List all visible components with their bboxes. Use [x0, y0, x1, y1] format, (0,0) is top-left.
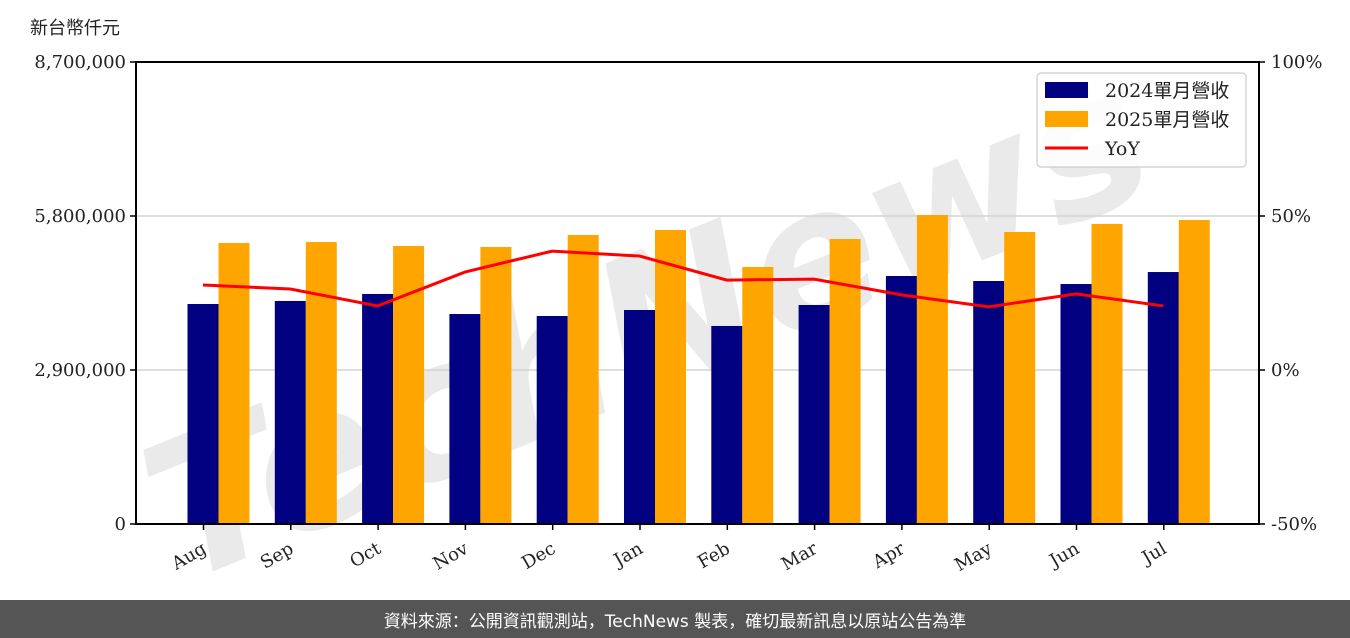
bar-2024單月營收-Jun [1060, 284, 1092, 524]
x-tick-label: Mar [778, 538, 822, 575]
revenue-chart: TechNews02,900,0005,800,0008,700,000-50%… [34, 24, 1322, 600]
bar-2024單月營收-Jul [1147, 272, 1179, 524]
legend-label: 2024單月營收 [1105, 80, 1229, 102]
bar-2024單月營收-May [973, 280, 1005, 524]
bar-2024單月營收-Oct [362, 293, 394, 524]
yoy-line [202, 249, 1164, 309]
bar-2024單月營收-Mar [798, 305, 830, 524]
bar-2025單月營收-Oct [393, 246, 425, 524]
x-tick-label: Jul [1137, 538, 1171, 570]
y2-tick-label: 0% [1271, 360, 1300, 381]
legend: 2024單月營收 2025單月營收 YoY [1036, 72, 1247, 168]
legend-box [1036, 72, 1247, 168]
x-tick-label: Jan [609, 538, 647, 572]
bar-2024單月營收-Dec [536, 315, 568, 524]
bar-2025單月營收-Apr [916, 214, 948, 524]
legend-swatch [1045, 111, 1088, 127]
y-tick-label: 8,700,000 [34, 52, 126, 73]
y-tick-label: 2,900,000 [34, 360, 126, 381]
bar-2025單月營收-Feb [742, 266, 774, 524]
bar-2024單月營收-Jan [624, 309, 655, 524]
x-tick-label: Feb [694, 538, 734, 573]
plot-frame [135, 61, 1260, 525]
bar-2025單月營收-Dec [567, 235, 599, 524]
bar-2024單月營收-Sep [274, 300, 306, 524]
bar-2025單月營收-Jun [1091, 223, 1123, 524]
bar-2024單月營收-Aug [187, 303, 219, 524]
source-footer: 資料來源：公開資訊觀測站，TechNews 製表，確切最新訊息以原站公告為準 [0, 600, 1350, 638]
y2-tick-label: 100% [1271, 52, 1322, 73]
x-tick-label: Jun [1044, 538, 1083, 573]
y-axis-unit-label: 新台幣仟元 [30, 18, 120, 39]
bar-2024單月營收-Apr [885, 276, 917, 524]
bar-2025單月營收-Jan [655, 230, 686, 524]
legend-label: 2025單月營收 [1105, 109, 1229, 131]
x-tick-label: Nov [430, 538, 473, 575]
y2-tick-label: 50% [1271, 206, 1311, 227]
legend-label: YoY [1104, 138, 1140, 160]
x-tick-label: Apr [868, 538, 908, 573]
bar-2025單月營收-Jul [1178, 219, 1210, 524]
y-tick-label: 5,800,000 [34, 206, 126, 227]
x-tick-label: Dec [518, 538, 559, 574]
bar-2024單月營收-Feb [711, 325, 743, 524]
bar-2025單月營收-Aug [218, 243, 250, 524]
legend-swatch [1045, 82, 1088, 98]
y2-tick-label: -50% [1271, 514, 1317, 535]
bar-2024單月營收-Nov [449, 314, 481, 524]
y-tick-label: 0 [115, 514, 126, 535]
x-tick-label: May [951, 538, 996, 576]
bar-2025單月營收-Sep [305, 242, 337, 524]
bar-2025單月營收-May [1004, 231, 1036, 524]
bar-2025單月營收-Nov [480, 247, 512, 524]
